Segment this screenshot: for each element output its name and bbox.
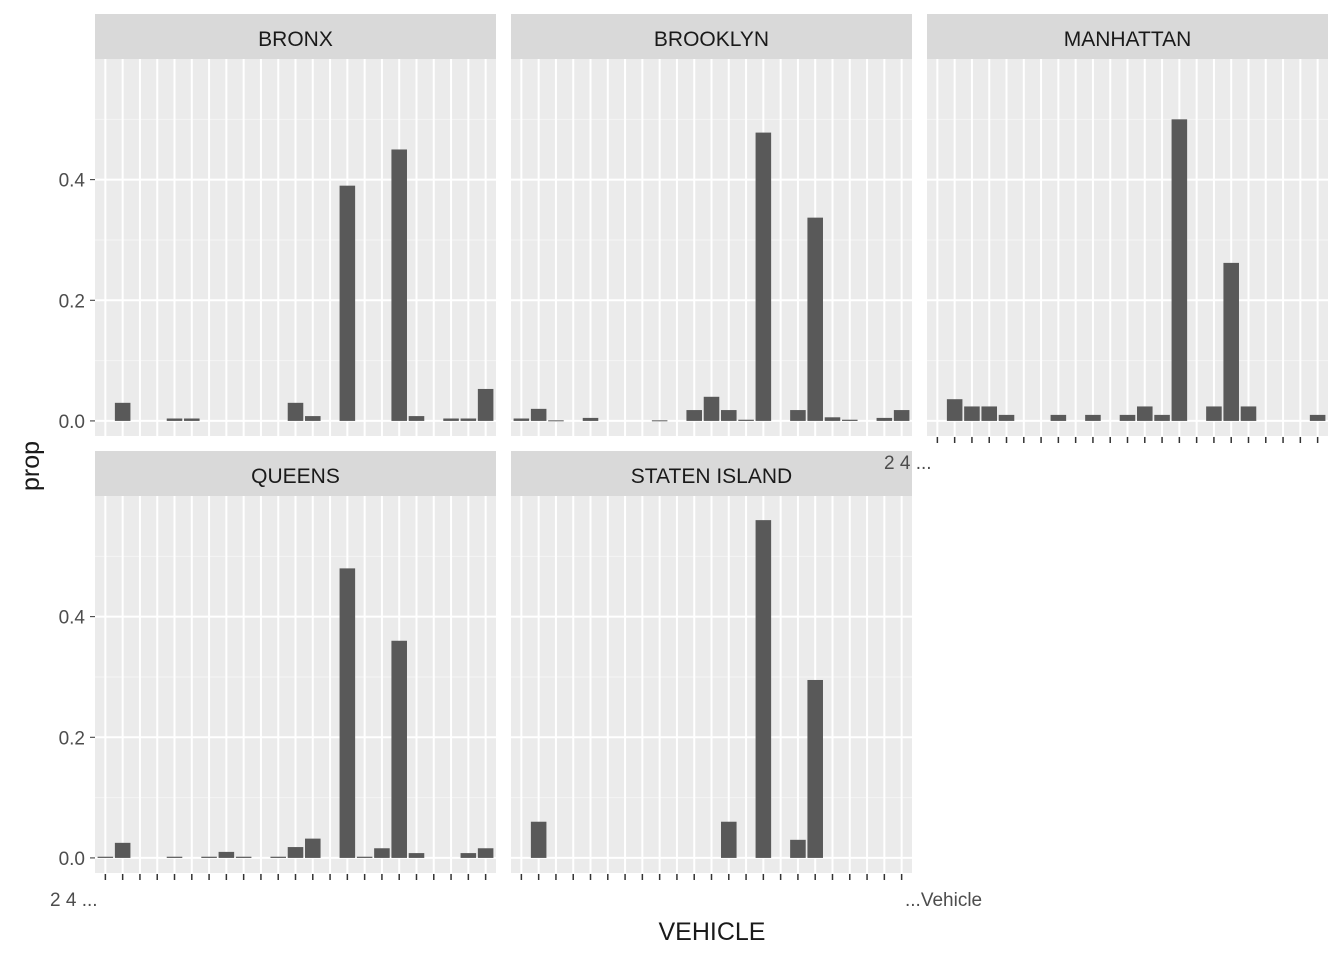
facet-label: BROOKLYN [654,28,769,51]
bar [807,679,823,858]
bar [1154,414,1170,421]
bar [356,856,373,858]
bar [738,419,754,421]
bar [981,406,998,421]
facet-strip [927,14,1328,59]
y-tick-label: 0.2 [59,291,85,312]
bar [1050,414,1067,421]
bar [391,640,407,858]
bar [166,856,183,858]
x-tick-label: 2 4 ... [884,453,932,474]
bar [946,399,963,421]
bar [408,416,425,421]
facet-strip [95,14,496,59]
bar [513,418,530,421]
x-axis-title: VEHICLE [659,918,766,946]
bar [1137,406,1153,421]
bar [305,416,321,421]
bar [530,408,547,421]
bar [651,420,668,422]
y-tick-label: 0.2 [59,728,85,749]
bar [97,856,114,858]
bar [201,856,217,858]
bar [408,853,425,858]
y-axis-title: prop [17,441,45,491]
bar [339,568,356,858]
y-tick-label: 0.0 [59,412,85,433]
bar [1309,414,1326,421]
bar [184,418,200,421]
bar [114,842,131,858]
bar [876,417,893,421]
bar [998,414,1015,421]
bar [477,388,494,421]
bar [686,410,702,421]
facet-strip [95,451,496,496]
y-tick-label: 0.0 [59,849,85,870]
bar [305,838,321,858]
bar [374,848,390,858]
bar [1240,406,1257,421]
bar [287,402,304,421]
bar [1206,406,1222,421]
bar [460,418,477,421]
facet-label: STATEN ISLAND [631,465,792,488]
facet-strip [511,14,912,59]
x-tick-label: 2 4 ... [50,890,98,911]
bar [339,185,356,421]
bar [964,406,980,421]
bar [703,396,720,421]
bar [1223,262,1239,421]
bar [287,847,304,858]
bar [1119,414,1136,421]
bar [477,848,494,858]
bar [270,856,286,858]
bar [807,217,823,421]
bar [548,420,564,422]
bar [755,520,772,858]
bar [824,417,841,421]
facet-strip [511,451,912,496]
x-tick-label: ...Vehicle [905,890,982,911]
facet-label: BRONX [258,28,333,51]
bar [166,418,183,421]
y-tick-label: 0.4 [59,608,86,629]
bar [893,410,910,421]
bar [790,839,806,858]
bar [218,851,235,858]
bar [235,856,252,858]
bar [721,410,737,421]
facet-label: MANHATTAN [1064,28,1192,51]
bar [841,419,858,421]
bar [530,821,547,858]
bar [1171,119,1188,421]
bar [114,402,131,421]
facet-label: QUEENS [251,465,340,488]
bar [1085,414,1101,421]
bar [391,149,407,421]
bar [755,132,772,421]
bar [582,417,599,421]
bar [443,418,459,421]
bar [721,821,737,858]
bar [790,410,806,421]
y-tick-label: 0.4 [59,171,86,192]
bar [460,853,477,858]
